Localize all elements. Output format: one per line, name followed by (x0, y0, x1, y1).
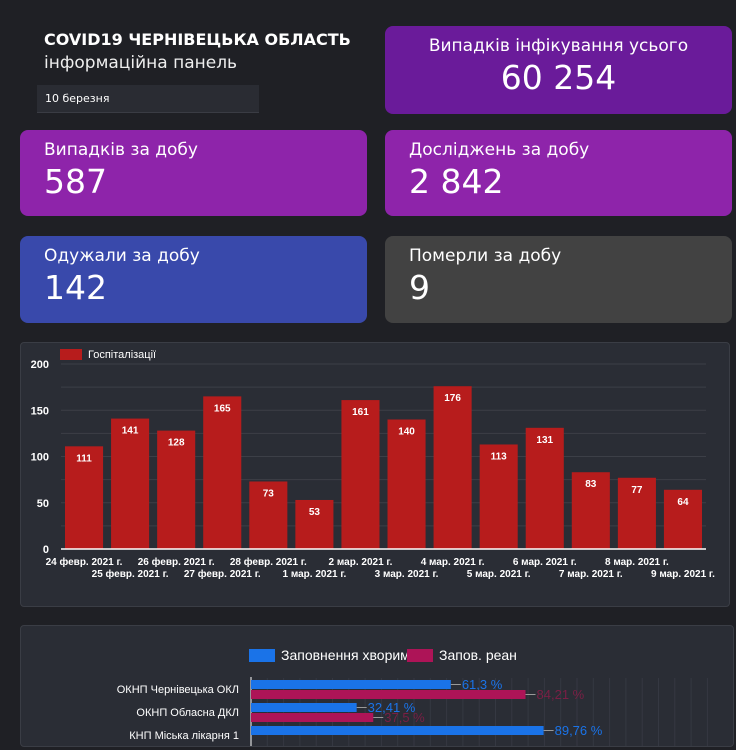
bar-value-label: 89,76 % (555, 723, 603, 738)
bar-value-label: 141 (122, 426, 139, 437)
bar (251, 703, 357, 712)
x-tick-label: 4 мар. 2021 г. (421, 557, 485, 568)
bar (157, 430, 196, 549)
card-value: 60 254 (500, 58, 617, 97)
bar-value-label: 111 (76, 453, 92, 464)
bar (251, 726, 544, 735)
bar-value-label: 176 (444, 393, 461, 404)
bar-value-label: 37,5 % (384, 710, 425, 725)
hospitalizations-chart-panel: 0 50 100 150 200 111 24 февр. 2021 г. 141 25 фев… (20, 342, 730, 607)
bar-value-label: 83 (585, 479, 597, 490)
bar (433, 386, 472, 549)
bar (663, 489, 702, 549)
card-value: 587 (44, 162, 107, 201)
y-tick-label: 200 (31, 359, 49, 371)
category-label: ОКНП Чернівецька ОКЛ (117, 684, 239, 696)
card-label: Випадків інфікування усього (428, 36, 689, 56)
legend-swatch (407, 649, 433, 662)
x-tick-label: 26 февр. 2021 г. (138, 556, 215, 568)
bar (387, 419, 426, 549)
date-selector[interactable]: 10 березня (37, 85, 259, 113)
category-label: КНП Міська лікарня 1 (129, 730, 239, 742)
x-tick-label: 6 мар. 2021 г. (513, 557, 577, 568)
x-tick-label: 9 мар. 2021 г. (651, 569, 715, 580)
x-tick-label: 2 мар. 2021 г. (329, 557, 393, 568)
bar (571, 472, 610, 549)
card-total-cases: Випадків інфікування усього 60 254 (385, 26, 732, 114)
bar (251, 713, 374, 722)
bar-value-label: 161 (352, 407, 369, 418)
card-value: 142 (44, 268, 107, 307)
x-tick-label: 24 февр. 2021 г. (46, 556, 123, 568)
page-subtitle: інформаційна панель (44, 53, 238, 73)
y-tick-label: 0 (43, 544, 49, 556)
card-label: Досліджень за добу (409, 140, 590, 160)
page-title: COVID19 ЧЕРНІВЕЦЬКА ОБЛАСТЬ (44, 30, 351, 49)
bar (251, 680, 451, 689)
card-daily-deaths: Померли за добу 9 (385, 236, 732, 323)
bar-value-label: 128 (168, 438, 185, 449)
x-tick-label: 8 мар. 2021 г. (605, 557, 669, 568)
card-value: 9 (409, 268, 430, 307)
occupancy-chart: Заповнення хворими Запов. реан ОКНП Чернів… (117, 647, 708, 746)
hospitalizations-chart: 0 50 100 150 200 111 24 февр. 2021 г. 141 25 фев… (31, 349, 715, 580)
y-tick-label: 50 (37, 498, 49, 510)
y-tick-label: 100 (31, 452, 49, 464)
x-tick-label: 7 мар. 2021 г. (559, 569, 623, 580)
bar (65, 446, 104, 549)
legend-label: Запов. реан (439, 647, 517, 663)
bar (111, 418, 150, 549)
card-daily-tests: Досліджень за добу 2 842 (385, 130, 732, 216)
x-tick-label: 3 мар. 2021 г. (375, 569, 439, 580)
y-tick-label: 150 (31, 405, 49, 417)
x-tick-label: 28 февр. 2021 г. (230, 556, 307, 568)
bar-value-label: 113 (491, 451, 508, 462)
bar (249, 481, 288, 549)
bar-value-label: 77 (631, 485, 643, 496)
bar (295, 499, 334, 549)
bar-value-label: 84,21 % (537, 687, 585, 702)
x-tick-label: 27 февр. 2021 г. (184, 568, 261, 580)
legend-label: Заповнення хворими (281, 647, 418, 663)
bar (203, 396, 242, 549)
card-label: Одужали за добу (44, 246, 200, 266)
bar-value-label: 131 (536, 435, 553, 446)
bar (479, 444, 518, 549)
x-tick-label: 1 мар. 2021 г. (282, 569, 346, 580)
bar (525, 427, 564, 549)
bar (617, 477, 656, 549)
bar-value-label: 32,41 % (368, 700, 416, 715)
legend-label: Госпіталізації (88, 349, 156, 361)
bar-value-label: 140 (398, 427, 415, 438)
bar-value-label: 165 (214, 403, 231, 414)
legend-swatch (249, 649, 275, 662)
occupancy-chart-panel: Заповнення хворими Запов. реан ОКНП Чернів… (20, 625, 734, 747)
card-daily-cases: Випадків за добу 587 (20, 130, 367, 216)
legend-swatch (60, 349, 82, 360)
x-tick-label: 25 февр. 2021 г. (92, 568, 169, 580)
card-daily-recovered: Одужали за добу 142 (20, 236, 367, 323)
bar-value-label: 61,3 % (462, 677, 503, 692)
card-label: Випадків за добу (44, 140, 198, 160)
card-value: 2 842 (409, 162, 504, 201)
bar-value-label: 64 (677, 497, 689, 508)
card-label: Померли за добу (409, 246, 562, 266)
bar-value-label: 53 (309, 507, 321, 518)
x-tick-label: 5 мар. 2021 г. (467, 569, 531, 580)
category-label: ОКНП Обласна ДКЛ (136, 707, 239, 719)
bar (251, 690, 526, 699)
bar-value-label: 73 (263, 488, 275, 499)
bar (341, 400, 380, 549)
